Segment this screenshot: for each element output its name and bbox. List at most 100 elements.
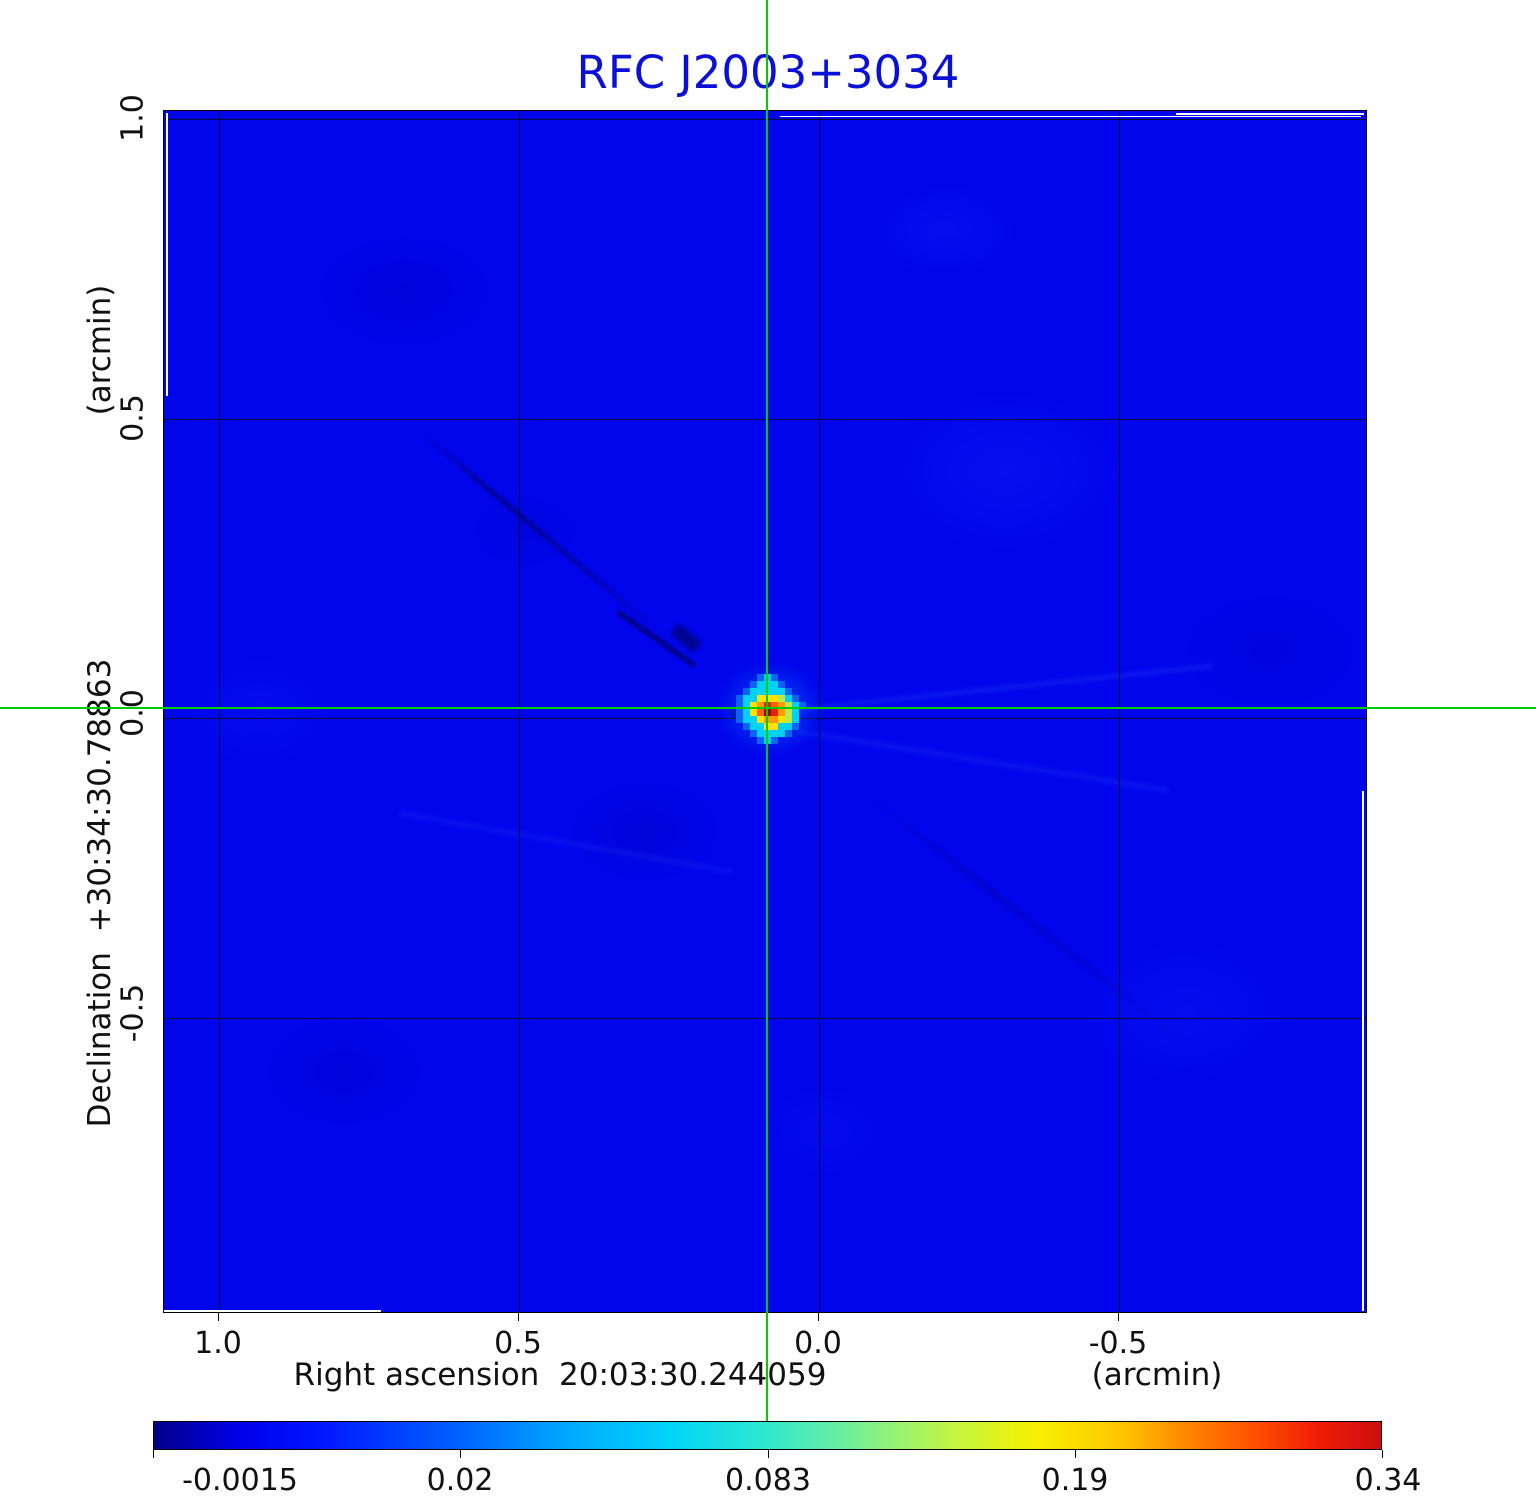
light-streak: [784, 664, 1213, 713]
colorbar-tick-label: 0.02: [426, 1463, 494, 1498]
map-boundary-line: [780, 116, 1361, 117]
source-pixel: [785, 709, 792, 716]
source-pixel: [785, 688, 792, 695]
source-pixel: [785, 716, 792, 723]
source-pixel: [771, 723, 778, 730]
source-pixel: [750, 730, 757, 737]
x-tick-mark: [818, 1313, 819, 1321]
gridline-dec--0.5: [164, 1018, 1366, 1019]
colorbar-tick-mark: [153, 1450, 154, 1458]
source-pixel: [757, 716, 764, 723]
source-pixel: [771, 716, 778, 723]
source-pixel: [771, 709, 778, 716]
source-pixel: [743, 723, 750, 730]
page-title: RFC J2003+3034: [576, 46, 960, 99]
light-streak: [398, 811, 734, 874]
source-pixel: [785, 730, 792, 737]
source-pixel: [778, 730, 785, 737]
gridline-ra-0.0: [819, 111, 820, 1312]
source-pixel: [778, 688, 785, 695]
gridline-ra-0.5: [519, 111, 520, 1312]
source-pixel: [771, 674, 778, 681]
light-streak: [793, 729, 1170, 793]
y-axis-label: Declination +30:34:30.78863: [82, 658, 118, 1128]
gridline-dec-1.0: [164, 119, 1366, 120]
sky-map-panel: [163, 110, 1367, 1313]
source-pixel: [778, 709, 785, 716]
source-pixel: [792, 709, 799, 716]
gridline-dec-0.5: [164, 419, 1366, 420]
source-pixel: [743, 716, 750, 723]
map-boundary-line: [1362, 791, 1364, 1311]
crosshair-horizontal-line: [0, 707, 1536, 709]
source-pixel: [778, 695, 785, 702]
y-tick-label: -0.5: [115, 983, 151, 1043]
source-pixel: [757, 723, 764, 730]
source-pixel: [736, 709, 743, 716]
colorbar: [153, 1421, 1382, 1450]
source-pixel: [771, 688, 778, 695]
source-pixel: [771, 737, 778, 744]
colorbar-tick-label: 0.34: [1354, 1463, 1422, 1498]
dark-streak: [860, 789, 1195, 1052]
colorbar-tick-mark: [768, 1450, 769, 1458]
map-boundary-line: [164, 1310, 381, 1312]
source-pixel: [757, 709, 764, 716]
source-pixel: [778, 716, 785, 723]
source-pixel: [750, 688, 757, 695]
source-pixel: [736, 702, 743, 709]
source-pixel: [792, 702, 799, 709]
colorbar-tick-mark: [460, 1450, 461, 1458]
source-pixel: [778, 702, 785, 709]
source-pixel: [757, 737, 764, 744]
source-pixel: [757, 681, 764, 688]
colorbar-tick-label: -0.0015: [182, 1463, 298, 1498]
source-pixel: [750, 709, 757, 716]
source-pixel: [736, 716, 743, 723]
source-pixel: [743, 702, 750, 709]
source-pixel: [785, 723, 792, 730]
source-pixel: [785, 702, 792, 709]
colorbar-tick-label: 0.19: [1041, 1463, 1109, 1498]
source-pixel: [757, 702, 764, 709]
x-axis-label: Right ascension 20:03:30.244059: [293, 1357, 827, 1393]
colorbar-tick-mark: [1075, 1450, 1076, 1458]
y-tick-label: 0.5: [115, 394, 151, 442]
y-tick-label: 0.0: [115, 689, 151, 737]
colorbar-tick-label: 0.083: [725, 1463, 811, 1498]
x-axis-unit-label: (arcmin): [1091, 1357, 1223, 1393]
source-pixel: [757, 730, 764, 737]
source-pixel: [757, 695, 764, 702]
x-tick-mark: [518, 1313, 519, 1321]
source-pixel: [743, 709, 750, 716]
x-tick-label: 0.0: [794, 1326, 842, 1361]
source-blob: [729, 674, 813, 744]
x-tick-label: 0.5: [494, 1326, 542, 1361]
y-tick-label: 1.0: [115, 94, 151, 142]
source-pixel: [771, 681, 778, 688]
crosshair-vertical-line: [766, 0, 768, 1421]
source-pixel: [785, 695, 792, 702]
source-pixel: [750, 681, 757, 688]
source-pixel: [743, 688, 750, 695]
source-pixel: [792, 723, 799, 730]
source-pixel: [750, 716, 757, 723]
source-pixel: [778, 723, 785, 730]
gridline-ra--0.5: [1119, 111, 1120, 1312]
map-boundary-line: [166, 113, 168, 396]
source-pixel: [750, 723, 757, 730]
map-boundary-line: [1176, 113, 1364, 115]
x-tick-label: -0.5: [1088, 1326, 1148, 1361]
x-tick-mark: [218, 1313, 219, 1321]
x-tick-mark: [1118, 1313, 1119, 1321]
source-pixel: [736, 695, 743, 702]
source-pixel: [757, 674, 764, 681]
gridline-ra-1.0: [219, 111, 220, 1312]
source-pixel: [778, 681, 785, 688]
colorbar-tick-mark: [1382, 1450, 1383, 1458]
x-tick-label: 1.0: [194, 1326, 242, 1361]
source-pixel: [771, 695, 778, 702]
source-pixel: [750, 695, 757, 702]
source-pixel: [771, 730, 778, 737]
